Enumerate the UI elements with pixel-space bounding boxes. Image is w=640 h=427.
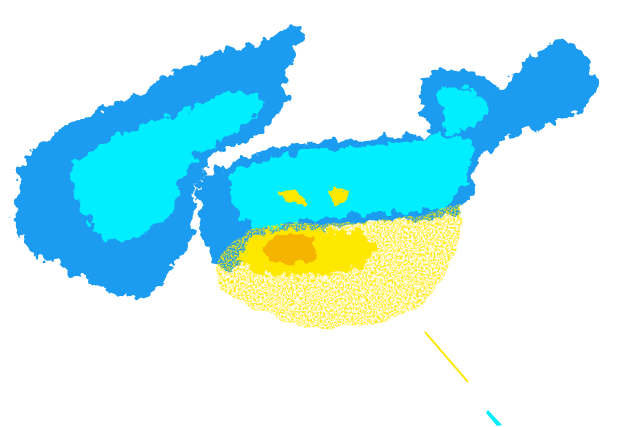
core-echo-region xyxy=(264,236,320,264)
radar-spoke-artifact xyxy=(424,331,469,383)
radar-spoke-artifact-2 xyxy=(486,410,502,426)
